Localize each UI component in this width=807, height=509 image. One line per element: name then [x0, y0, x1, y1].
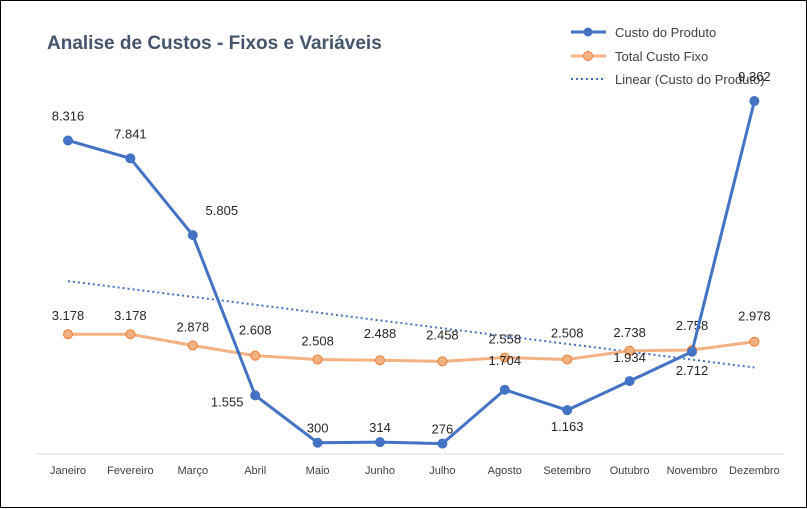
data-label-s0: 8.316 [52, 108, 85, 123]
data-label-s0: 9.362 [738, 69, 771, 84]
data-label-s1: 2.558 [489, 332, 522, 347]
data-point-s1 [250, 350, 261, 361]
data-point-s0 [375, 437, 385, 448]
legend-item-trendline[interactable]: Linear (Custo do Produto) [571, 72, 765, 87]
legend-marker-total-custo-fixo [583, 51, 593, 61]
data-point-s0 [687, 346, 697, 357]
data-label-s1: 2.978 [738, 309, 771, 324]
x-tick-label: Maio [306, 465, 330, 477]
data-point-s0 [624, 376, 635, 387]
data-label-s1: 3.178 [114, 308, 147, 323]
x-tick-label: Fevereiro [107, 465, 153, 477]
data-label-s1: 2.878 [177, 319, 210, 334]
data-point-s1 [749, 336, 760, 347]
data-point-s1 [624, 345, 635, 356]
data-label-s0: 314 [369, 420, 391, 435]
x-tick-label: Outubro [610, 465, 650, 477]
data-label-s1: 2.608 [239, 323, 272, 338]
data-label-s1: 3.178 [52, 308, 85, 323]
data-label-s0: 1.934 [613, 350, 646, 365]
data-label-s1: 2.508 [301, 333, 334, 348]
data-label-s0: 5.805 [206, 203, 239, 218]
data-point-s0 [562, 405, 573, 416]
plot-area: Janeiro Fevereiro Março Abril Maio Junho Julho… [50, 69, 780, 477]
data-label-s1: 2.508 [551, 325, 584, 340]
data-point-s1 [375, 355, 385, 366]
data-point-s1 [312, 354, 323, 365]
x-tick-label: Agosto [488, 465, 522, 477]
legend-item-custo-produto[interactable]: Custo do Produto [571, 25, 716, 40]
data-label-s1: 2.758 [676, 318, 709, 333]
data-label-s0: 2.712 [676, 363, 709, 378]
legend-label-custo-produto: Custo do Produto [615, 25, 716, 40]
data-point-s0 [63, 135, 73, 146]
x-tick-label: Janeiro [50, 465, 86, 477]
data-label-s0: 276 [432, 422, 454, 437]
data-point-s1 [562, 354, 573, 365]
data-label-s0: 7.841 [114, 126, 147, 141]
x-tick-label: Setembro [543, 465, 591, 477]
x-tick-label: Junho [365, 465, 395, 477]
data-point-s0 [749, 96, 760, 107]
legend-item-total-custo-fixo[interactable]: Total Custo Fixo [571, 49, 708, 64]
data-label-s1: 2.488 [364, 326, 397, 341]
data-point-s1 [187, 340, 198, 351]
trendline [67, 280, 755, 369]
data-label-s1: 2.738 [613, 325, 646, 340]
series-line-1 [66, 332, 756, 363]
data-label-s0: 300 [307, 421, 329, 436]
data-point-s1 [63, 329, 73, 340]
chart-title: Analise de Custos - Fixos e Variáveis [47, 33, 382, 54]
data-point-s0 [499, 384, 510, 395]
data-point-s0 [187, 230, 198, 241]
data-point-s0 [312, 437, 323, 448]
data-point-s0 [437, 438, 448, 449]
data-point-s1 [437, 356, 448, 367]
data-point-s0 [125, 153, 136, 164]
legend: Custo do Produto Total Custo Fixo Linear… [571, 25, 765, 87]
x-tick-label: Novembro [667, 465, 718, 477]
data-point-s1 [499, 352, 510, 363]
data-point-s0 [250, 390, 261, 401]
data-label-s0: 1.704 [489, 353, 522, 368]
x-tick-label: Julho [429, 465, 455, 477]
data-label-s0: 1.555 [211, 394, 244, 409]
legend-marker-custo-produto [583, 27, 593, 37]
x-tick-label: Abril [244, 465, 266, 477]
x-tick-label: Março [178, 465, 209, 477]
legend-label-total-custo-fixo: Total Custo Fixo [615, 49, 708, 64]
x-tick-label: Dezembro [729, 465, 780, 477]
legend-label-trendline: Linear (Custo do Produto) [615, 72, 765, 87]
series-line-0 [66, 99, 756, 446]
data-label-s1: 2.458 [426, 327, 459, 342]
data-point-s1 [125, 329, 136, 340]
data-label-s0: 1.163 [551, 419, 584, 434]
